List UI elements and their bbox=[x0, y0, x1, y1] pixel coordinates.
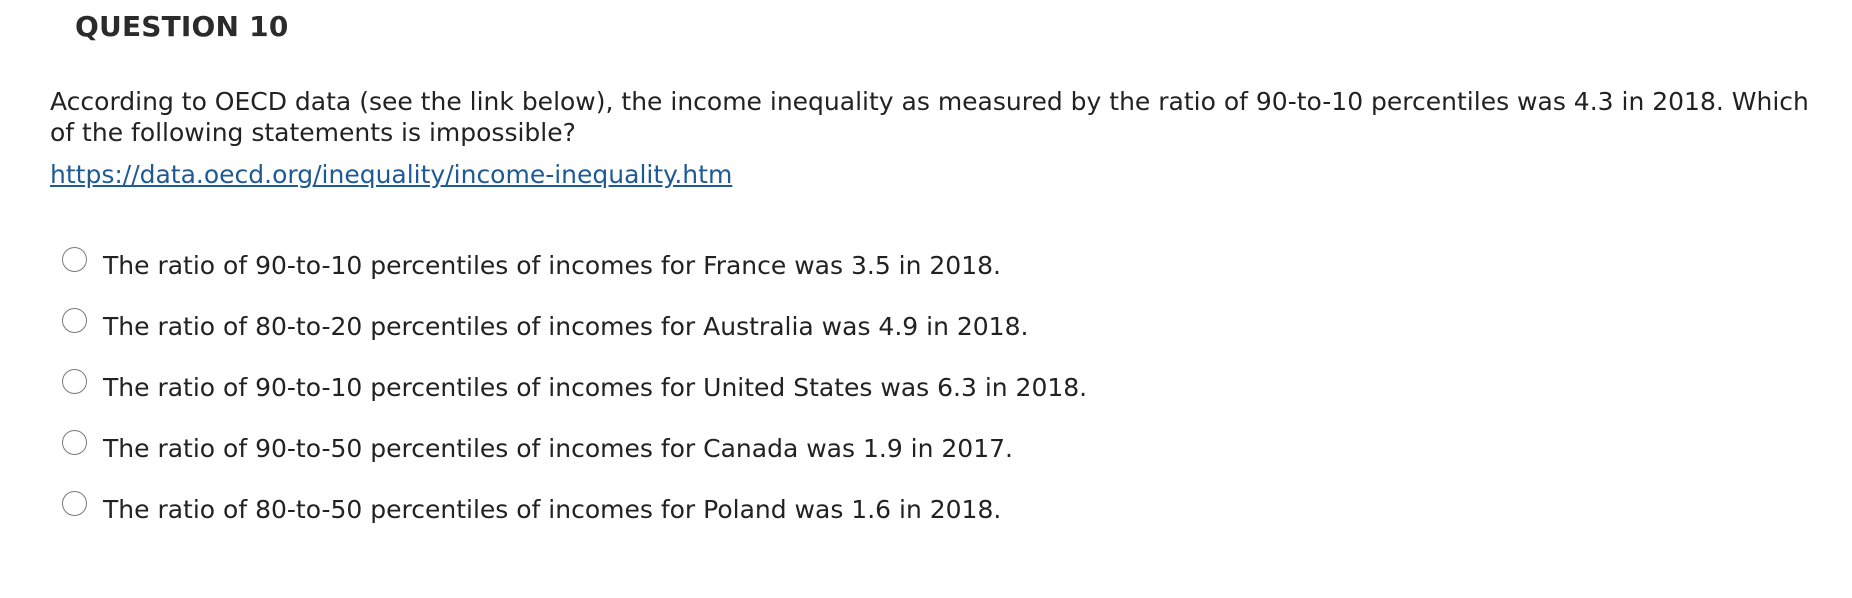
question-header: QUESTION 10 bbox=[75, 10, 289, 43]
radio-button[interactable] bbox=[62, 308, 87, 333]
answer-option-1[interactable]: The ratio of 90-to-10 percentiles of inc… bbox=[62, 247, 1162, 310]
answer-option-label: The ratio of 80-to-50 percentiles of inc… bbox=[103, 495, 1002, 524]
radio-button[interactable] bbox=[62, 430, 87, 455]
answer-options: The ratio of 90-to-10 percentiles of inc… bbox=[62, 247, 1162, 554]
radio-button[interactable] bbox=[62, 369, 87, 394]
answer-option-label: The ratio of 90-to-50 percentiles of inc… bbox=[103, 434, 1013, 463]
oecd-data-link[interactable]: https://data.oecd.org/inequality/income-… bbox=[50, 160, 733, 189]
answer-option-label: The ratio of 90-to-10 percentiles of inc… bbox=[103, 373, 1088, 402]
answer-option-5[interactable]: The ratio of 80-to-50 percentiles of inc… bbox=[62, 491, 1162, 554]
answer-option-4[interactable]: The ratio of 90-to-50 percentiles of inc… bbox=[62, 430, 1162, 493]
answer-option-label: The ratio of 90-to-10 percentiles of inc… bbox=[103, 251, 1001, 280]
question-text: According to OECD data (see the link bel… bbox=[50, 87, 1809, 147]
radio-button[interactable] bbox=[62, 247, 87, 272]
answer-option-2[interactable]: The ratio of 80-to-20 percentiles of inc… bbox=[62, 308, 1162, 371]
answer-option-3[interactable]: The ratio of 90-to-10 percentiles of inc… bbox=[62, 369, 1162, 432]
answer-option-label: The ratio of 80-to-20 percentiles of inc… bbox=[103, 312, 1029, 341]
radio-button[interactable] bbox=[62, 491, 87, 516]
